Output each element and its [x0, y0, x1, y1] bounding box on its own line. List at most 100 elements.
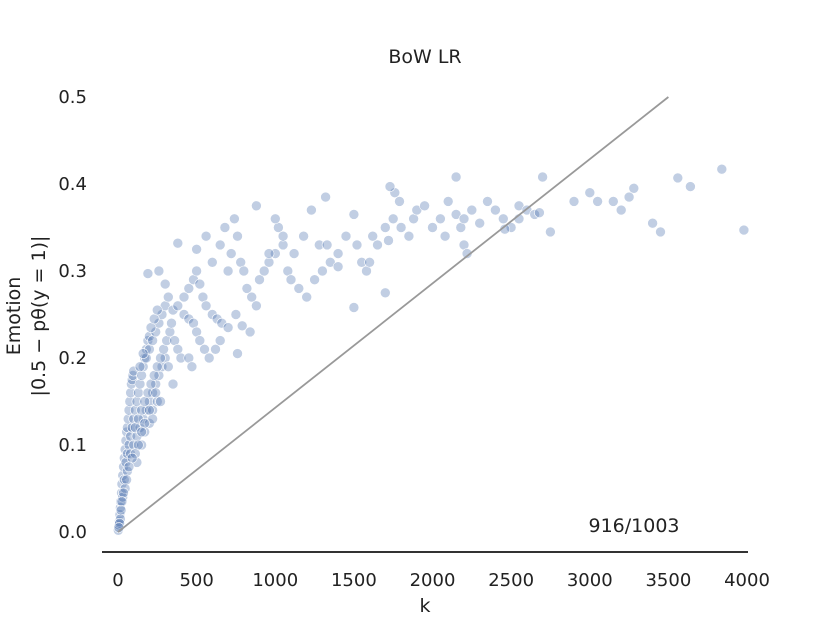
data-point: [118, 487, 129, 499]
chart-title: BoW LR: [388, 46, 461, 68]
data-point: [568, 196, 580, 207]
data-point: [152, 304, 163, 316]
data-point: [435, 213, 446, 225]
x-tick-label: 1000: [252, 570, 298, 591]
points-layer: [113, 163, 750, 536]
data-point: [134, 361, 146, 373]
data-point: [144, 404, 155, 416]
data-point: [141, 343, 152, 355]
data-point: [136, 370, 147, 381]
data-point: [163, 291, 174, 303]
data-point: [114, 517, 125, 529]
x-ticks: 0 500 1000 1500 2000 2500 3000 3500 4000: [112, 570, 770, 591]
data-point: [251, 300, 262, 312]
x-tick-label: 3500: [645, 570, 691, 591]
data-point: [298, 230, 309, 242]
data-point: [155, 396, 166, 407]
data-point: [203, 352, 215, 364]
data-point: [232, 230, 243, 242]
data-point: [439, 230, 451, 242]
data-point: [115, 504, 127, 516]
data-point: [119, 483, 131, 494]
y-tick-label: 0.0: [58, 522, 87, 543]
data-point: [232, 348, 243, 359]
x-tick-label: 0: [112, 570, 123, 591]
data-point: [458, 213, 470, 225]
data-point: [199, 343, 210, 355]
data-point: [142, 268, 154, 279]
data-point: [685, 181, 696, 192]
x-tick-label: 2000: [410, 570, 456, 591]
data-point: [194, 278, 206, 290]
data-point: [716, 163, 728, 175]
data-point: [672, 172, 684, 184]
data-point: [144, 330, 155, 342]
data-point: [545, 226, 556, 238]
data-point: [387, 213, 399, 225]
data-point: [461, 248, 473, 259]
data-point: [152, 396, 163, 407]
data-point: [285, 274, 297, 286]
data-point: [126, 378, 137, 390]
data-point: [628, 183, 640, 194]
data-point: [340, 230, 352, 242]
data-point: [383, 235, 394, 246]
data-point: [537, 171, 548, 183]
data-point: [186, 361, 198, 373]
data-point: [122, 465, 133, 477]
data-point: [490, 204, 501, 216]
data-point: [332, 261, 344, 273]
y-axis-label-line1: Emotion: [3, 277, 25, 356]
data-point: [116, 496, 128, 507]
data-point: [313, 239, 325, 251]
data-point: [450, 171, 462, 183]
data-point: [123, 404, 135, 416]
data-point: [183, 283, 195, 294]
data-point: [301, 291, 313, 303]
data-point: [332, 248, 344, 259]
data-point: [139, 426, 150, 438]
y-tick-label: 0.3: [58, 261, 87, 282]
data-point: [348, 302, 360, 313]
x-axis-label: k: [419, 595, 430, 617]
data-point: [647, 217, 658, 229]
data-point: [309, 274, 320, 286]
x-tick-label: 4000: [724, 570, 770, 591]
data-point: [258, 265, 270, 277]
data-point: [147, 404, 158, 416]
data-point: [137, 348, 149, 359]
data-point: [246, 291, 257, 303]
data-point: [238, 265, 250, 277]
data-point: [306, 204, 317, 216]
data-point: [175, 352, 187, 364]
data-point: [497, 213, 509, 225]
x-tick-label: 2500: [488, 570, 534, 591]
data-point: [466, 204, 478, 216]
data-point: [207, 256, 218, 268]
data-point: [153, 265, 165, 277]
y-tick-label: 0.4: [58, 174, 87, 195]
data-point: [222, 322, 234, 333]
y-axis-label: Emotion |0.5 − pθ(y = 1)|: [3, 236, 50, 397]
data-point: [288, 248, 300, 259]
data-point: [427, 222, 438, 233]
y-tick-label: 0.2: [58, 348, 87, 369]
data-point: [263, 256, 275, 268]
data-point: [191, 244, 202, 255]
data-point: [236, 320, 248, 332]
data-point: [210, 343, 221, 355]
data-point: [241, 283, 253, 294]
data-point: [163, 361, 174, 373]
data-point: [121, 474, 132, 486]
data-point: [277, 230, 289, 242]
data-point: [254, 274, 265, 286]
data-point: [113, 519, 125, 531]
data-point: [222, 265, 234, 277]
data-point: [244, 326, 256, 338]
data-point: [321, 239, 333, 251]
x-tick-label: 500: [179, 570, 213, 591]
data-point: [505, 222, 517, 233]
data-point: [131, 396, 143, 407]
x-tick-label: 1500: [331, 570, 377, 591]
